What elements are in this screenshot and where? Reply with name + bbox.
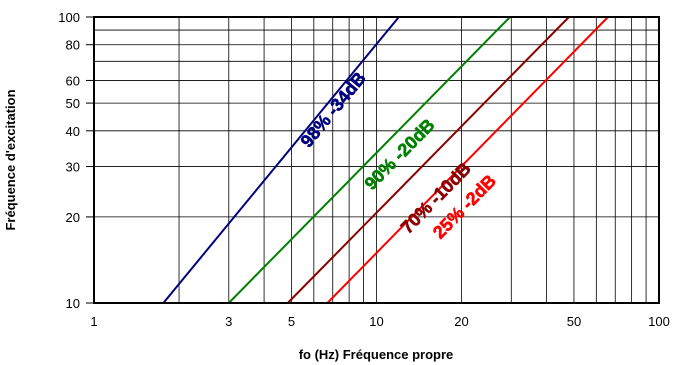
y-tick-label: 100 bbox=[58, 10, 80, 25]
series-line bbox=[228, 16, 511, 304]
y-tick-label: 80 bbox=[66, 38, 80, 53]
x-axis-title: fo (Hz) Fréquence propre bbox=[299, 347, 454, 362]
x-tick-labels: 1 3 5 10 20 50 100 bbox=[90, 314, 669, 329]
y-tick-label: 10 bbox=[66, 296, 80, 311]
y-tick-label: 50 bbox=[66, 96, 80, 111]
y-tick-label: 40 bbox=[66, 124, 80, 139]
x-tick-label: 20 bbox=[454, 314, 468, 329]
series-line bbox=[287, 16, 570, 304]
series-line bbox=[162, 16, 400, 304]
x-tick-label: 3 bbox=[225, 314, 232, 329]
x-tick-label: 1 bbox=[90, 314, 97, 329]
series-label: 90% -20dB bbox=[361, 115, 439, 194]
y-tick-label: 60 bbox=[66, 73, 80, 88]
y-tick-label: 30 bbox=[66, 160, 80, 175]
x-tick-label: 100 bbox=[648, 314, 670, 329]
series-lines bbox=[162, 16, 609, 304]
y-axis-title: Fréquence d'excitation bbox=[3, 89, 18, 230]
x-tick-label: 5 bbox=[288, 314, 295, 329]
x-tick-label: 50 bbox=[567, 314, 581, 329]
grid bbox=[94, 17, 659, 303]
x-tick-label: 10 bbox=[369, 314, 383, 329]
y-tick-labels: 10 20 30 40 50 60 80 100 bbox=[58, 10, 94, 311]
series-line bbox=[326, 16, 609, 304]
plot-frame bbox=[93, 16, 660, 304]
y-tick-label: 20 bbox=[66, 210, 80, 225]
